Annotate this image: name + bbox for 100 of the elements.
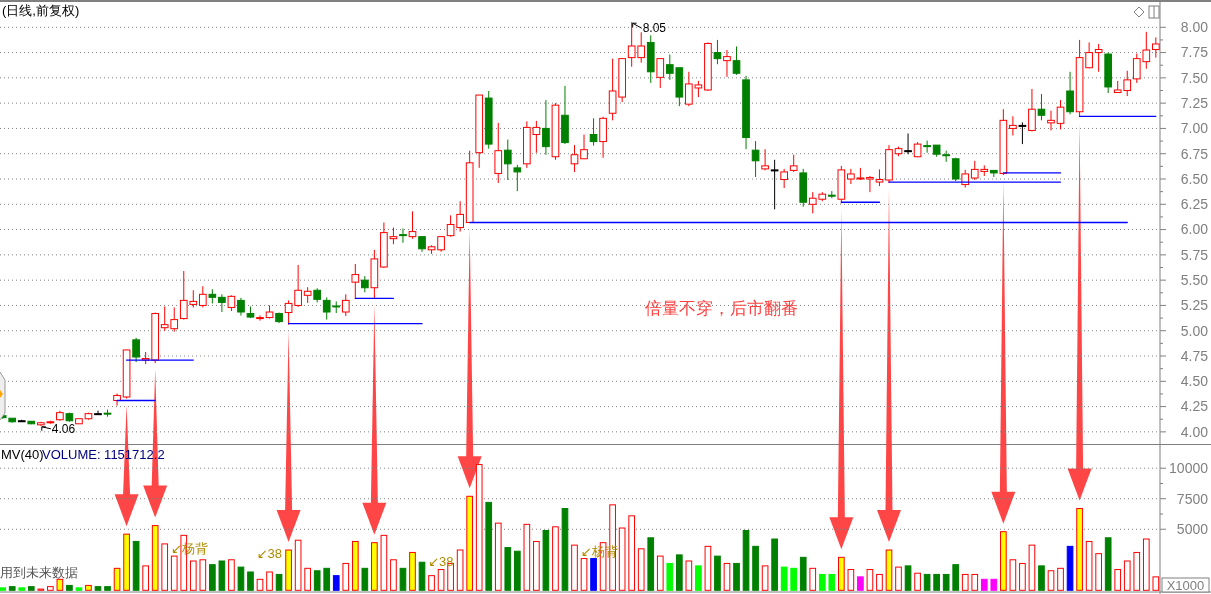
bar [780, 566, 788, 591]
bar [285, 549, 292, 591]
y-tick-label: 5.25 [1180, 297, 1209, 314]
bar [952, 564, 960, 591]
candlestick [904, 132, 912, 155]
candlestick [94, 410, 102, 416]
bar [189, 560, 197, 591]
bar [742, 529, 750, 591]
candlestick [218, 293, 226, 313]
bar [771, 538, 778, 591]
bar [8, 586, 16, 591]
bar [818, 573, 826, 591]
bar [123, 533, 130, 591]
annotation: MV(40) [1, 447, 44, 462]
bar [485, 501, 493, 591]
bar [733, 562, 740, 591]
bar [494, 522, 502, 591]
bar [409, 551, 416, 591]
bar [342, 562, 350, 591]
candlestick [1047, 110, 1055, 131]
bar [866, 569, 874, 591]
candlestick [723, 49, 731, 78]
candlestick [589, 117, 598, 147]
y-tick-label: 5.00 [1180, 322, 1209, 339]
candlestick [1018, 121, 1027, 145]
candlestick [656, 58, 665, 89]
bar [256, 578, 264, 591]
bar [790, 567, 798, 591]
bar [1152, 576, 1160, 591]
candlestick [113, 392, 121, 407]
bar [1038, 565, 1045, 591]
bar [380, 534, 388, 591]
bar [142, 565, 149, 591]
bar [275, 573, 283, 591]
y-tick-label: 7500 [1176, 490, 1209, 507]
bar [151, 525, 159, 591]
bar [1009, 559, 1017, 591]
bar [666, 562, 674, 591]
bar [466, 495, 474, 591]
bar [332, 575, 340, 591]
bar [1076, 507, 1083, 591]
bar [695, 565, 702, 591]
y-tick-label: 6.25 [1180, 196, 1209, 213]
bar [1019, 562, 1026, 591]
bar [437, 569, 445, 591]
bar [1142, 538, 1150, 591]
bar [418, 561, 426, 591]
bar [685, 560, 693, 591]
bar [876, 573, 883, 591]
bar [1133, 551, 1141, 591]
y-tick-label: 8.00 [1180, 19, 1209, 36]
bar [542, 529, 550, 591]
bar [980, 578, 988, 591]
candlestick [399, 228, 407, 244]
bar [85, 584, 92, 591]
bar [47, 586, 54, 591]
y-tick-label: 4.00 [1180, 423, 1209, 440]
bar [676, 554, 683, 591]
bar [618, 527, 626, 591]
candlestick [713, 39, 722, 65]
bar [18, 587, 26, 591]
bar [1123, 560, 1131, 591]
y-axis-title: X1000 [1166, 577, 1205, 593]
y-tick-label: 7.25 [1180, 95, 1209, 112]
annotation: 4.06 [51, 422, 76, 436]
annotation: ↙38 [256, 546, 283, 561]
bar [828, 573, 836, 591]
bar [847, 569, 855, 591]
bar [351, 540, 359, 591]
y-tick-label: 6.00 [1180, 221, 1209, 238]
candlestick [780, 168, 788, 189]
bar [513, 550, 521, 591]
bar [1104, 537, 1112, 591]
y-tick-label: 4.25 [1180, 398, 1209, 415]
bar [0, 587, 7, 591]
bar [304, 567, 311, 591]
bar [914, 572, 921, 591]
bar [857, 576, 864, 591]
bar [209, 564, 216, 591]
bar [390, 559, 397, 591]
bar [637, 548, 645, 591]
candlestick [599, 116, 607, 159]
candlestick [351, 263, 360, 299]
bar [628, 515, 636, 591]
candlestick [923, 140, 931, 154]
bar [1028, 544, 1036, 591]
bar [714, 555, 721, 591]
candlestick [494, 122, 503, 184]
bar [361, 567, 369, 591]
bar [580, 558, 588, 591]
bar [533, 540, 540, 591]
bar [885, 549, 893, 591]
bar [1085, 540, 1093, 591]
bar [371, 542, 378, 591]
y-tick-label: 10000 [1169, 460, 1209, 477]
bar [523, 523, 531, 591]
bar [561, 507, 569, 591]
candlestick [1094, 43, 1103, 73]
bar [838, 556, 845, 591]
candlestick [503, 139, 512, 181]
